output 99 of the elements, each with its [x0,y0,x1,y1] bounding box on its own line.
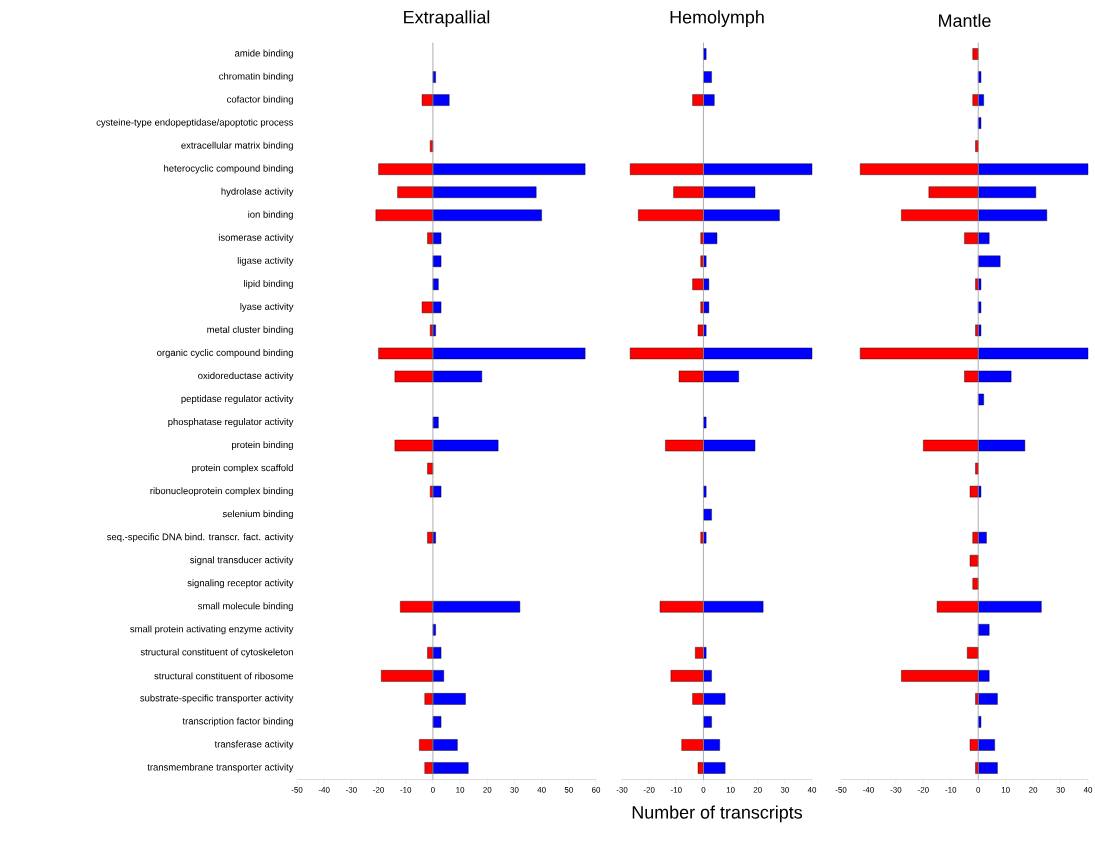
bar [703,485,707,498]
chart-title: Mantle [939,13,991,27]
y-tick-label: protein complex scaffold [192,464,293,473]
bar [432,278,439,291]
bar [978,693,998,705]
bar [703,71,712,83]
bar [432,163,586,175]
bar [978,255,1001,268]
bar [969,485,979,498]
bar [432,255,442,268]
bar [978,393,984,406]
bar [703,48,707,60]
y-tick-label: organic cyclic compound binding [157,349,293,358]
bar [703,716,712,728]
y-tick-label: ligase activity [237,256,294,266]
bar [432,347,586,360]
bar [432,762,469,774]
bar [432,716,442,728]
bar [978,716,982,728]
y-tick-label: chromatin binding [219,72,293,82]
bar [419,739,434,751]
y-tick-label: selenium binding [222,510,293,520]
bar [703,232,718,244]
y-tick-label: structural constituent of ribosome [154,672,294,680]
bar [378,163,434,175]
bar [378,347,434,360]
bar [978,624,990,636]
bar [695,647,704,659]
bar [432,416,439,429]
bar [703,301,710,314]
y-tick-label: protein binding [232,441,293,450]
bar [427,462,434,475]
bar [703,416,707,429]
bar [375,209,434,221]
y-tick-label: oxidoreductase activity [198,372,294,381]
y-tick-label: lipid binding [244,279,293,289]
chart-title: Extrapallial [404,10,490,27]
bar [432,209,542,221]
y-tick-label: cofactor binding [227,95,293,105]
y-tick-label: isomerase activity [218,233,294,243]
y-tick-label: amide binding [234,49,293,59]
bar [978,71,982,83]
y-tick-label: extracellular matrix binding [181,141,293,151]
bar [432,94,450,106]
y-tick-label: transcription factor binding [182,717,293,727]
y-tick-label: heterocyclic compound binding [164,164,293,174]
bar [397,186,434,198]
bar [972,578,979,590]
bar [978,117,982,129]
y-tick-label: hydrolase activity [221,187,294,197]
y-tick-label: transmembrane transporter activity [147,763,294,773]
y-tick-label: metal cluster binding [207,325,293,335]
bar [424,762,434,774]
bar [432,370,483,383]
bar [975,462,979,475]
bar [400,601,434,613]
y-tick-label: lyase activity [240,302,294,312]
bar [432,693,466,705]
x-axis-title: Number of transcripts [632,805,803,823]
y-tick-label: phosphatase regulator activity [168,418,294,427]
bar [432,670,444,682]
bar [424,693,434,705]
bar [703,508,712,521]
bar [978,301,982,314]
y-tick-label: substrate-specific transporter activity [140,694,294,704]
bar [432,647,442,659]
bar [972,48,979,60]
y-tick-label: small molecule binding [198,602,293,612]
bar [969,554,979,567]
bar [427,531,434,544]
y-tick-label: ion binding [248,210,293,220]
bar [978,762,998,774]
y-tick-label: signal transducer activity [190,556,294,566]
bar [394,439,434,452]
bar [432,186,537,198]
bar [975,140,979,152]
bar [421,94,434,106]
y-tick-label: transferase activity [214,740,294,750]
bar [967,647,979,659]
bar [432,301,442,314]
y-tick-label: structural constituent of cytoskeleton [140,648,293,658]
bar [432,232,442,244]
chart-title: Hemolymph [670,10,764,27]
y-tick-label: peptidase regulator activity [181,395,294,404]
y-tick-label: small protein activating enzyme activity [130,625,294,635]
y-tick-label: ribonucleoprotein complex binding [150,487,293,497]
bar [697,324,704,337]
bar [432,439,499,452]
bar [381,670,434,682]
bar [432,739,458,751]
bar [432,601,521,613]
bar [427,232,434,244]
y-tick-label: cysteine-type endopeptidase/apoptotic process [96,118,294,128]
y-tick-label: seq.-specific DNA bind. transcr. fact. activity [107,533,294,543]
y-tick-label: signaling receptor activity [187,579,294,589]
bar [421,301,434,314]
bar [432,485,442,498]
bar [394,370,434,383]
bar [427,647,434,659]
